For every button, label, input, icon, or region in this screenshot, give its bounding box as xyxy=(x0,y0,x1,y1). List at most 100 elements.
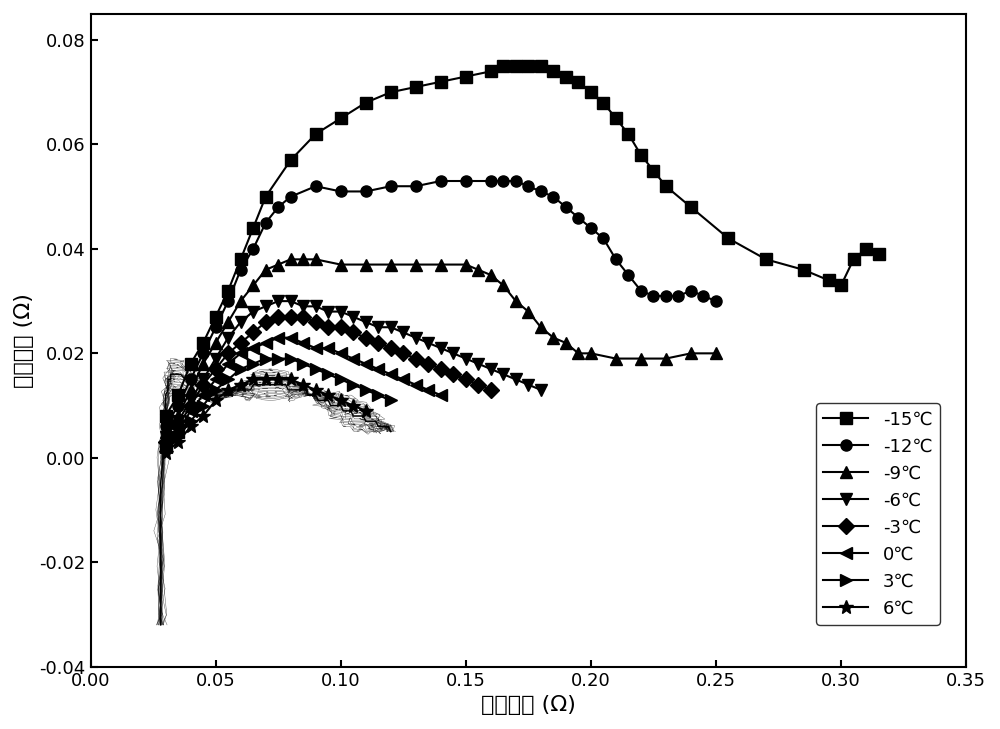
-12℃ xyxy=(335,187,347,196)
3℃ xyxy=(335,375,347,384)
-9℃ xyxy=(272,260,284,269)
-15℃ xyxy=(848,255,860,264)
-15℃ xyxy=(823,276,835,284)
-3℃ xyxy=(235,338,247,347)
-15℃ xyxy=(798,265,810,274)
0℃ xyxy=(172,427,184,436)
-6℃ xyxy=(410,333,422,342)
Line: -9℃: -9℃ xyxy=(160,254,722,437)
-9℃ xyxy=(197,359,209,368)
-9℃ xyxy=(610,354,622,363)
-15℃ xyxy=(160,412,172,421)
3℃ xyxy=(385,396,397,405)
-12℃ xyxy=(235,265,247,274)
-6℃ xyxy=(497,370,509,378)
0℃ xyxy=(410,381,422,389)
-15℃ xyxy=(647,166,659,175)
6℃ xyxy=(235,381,247,389)
-15℃ xyxy=(835,281,847,290)
-15℃ xyxy=(547,67,559,76)
-15℃ xyxy=(385,88,397,97)
-3℃ xyxy=(360,333,372,342)
-15℃ xyxy=(597,98,609,107)
-12℃ xyxy=(172,401,184,410)
3℃ xyxy=(372,391,384,399)
-6℃ xyxy=(235,318,247,327)
0℃ xyxy=(385,370,397,378)
-3℃ xyxy=(272,313,284,321)
-6℃ xyxy=(172,417,184,426)
-6℃ xyxy=(460,354,472,363)
-6℃ xyxy=(472,359,484,368)
3℃ xyxy=(172,432,184,441)
-9℃ xyxy=(385,260,397,269)
-6℃ xyxy=(335,307,347,316)
-9℃ xyxy=(485,270,497,279)
-12℃ xyxy=(610,255,622,264)
-9℃ xyxy=(535,323,547,332)
-15℃ xyxy=(285,156,297,165)
-12℃ xyxy=(597,234,609,243)
-6℃ xyxy=(297,302,309,311)
-6℃ xyxy=(485,364,497,373)
-3℃ xyxy=(347,328,359,337)
-9℃ xyxy=(360,260,372,269)
-9℃ xyxy=(560,338,572,347)
6℃ xyxy=(222,386,234,394)
-15℃ xyxy=(260,192,272,201)
-9℃ xyxy=(310,255,322,264)
-3℃ xyxy=(397,349,409,358)
-6℃ xyxy=(185,396,197,405)
-12℃ xyxy=(460,176,472,185)
-9℃ xyxy=(297,255,309,264)
-6℃ xyxy=(260,302,272,311)
-15℃ xyxy=(310,130,322,139)
-9℃ xyxy=(585,349,597,358)
6℃ xyxy=(310,386,322,394)
-12℃ xyxy=(360,187,372,196)
-12℃ xyxy=(310,182,322,190)
-9℃ xyxy=(247,281,259,290)
6℃ xyxy=(210,396,222,405)
0℃ xyxy=(322,344,334,353)
0℃ xyxy=(360,359,372,368)
-3℃ xyxy=(310,318,322,327)
-15℃ xyxy=(485,67,497,76)
-12℃ xyxy=(635,286,647,295)
Line: 6℃: 6℃ xyxy=(159,373,373,459)
-15℃ xyxy=(460,72,472,81)
-12℃ xyxy=(197,349,209,358)
-6℃ xyxy=(372,323,384,332)
-9℃ xyxy=(547,333,559,342)
-9℃ xyxy=(710,349,722,358)
-12℃ xyxy=(435,176,447,185)
-15℃ xyxy=(410,82,422,91)
-9℃ xyxy=(410,260,422,269)
-6℃ xyxy=(522,381,534,389)
-15℃ xyxy=(760,255,772,264)
-3℃ xyxy=(322,323,334,332)
-6℃ xyxy=(360,318,372,327)
-3℃ xyxy=(410,354,422,363)
-15℃ xyxy=(522,62,534,71)
0℃ xyxy=(272,333,284,342)
-12℃ xyxy=(160,422,172,431)
Line: 3℃: 3℃ xyxy=(160,353,396,453)
-15℃ xyxy=(572,77,584,86)
6℃ xyxy=(297,381,309,389)
-3℃ xyxy=(460,375,472,384)
Y-axis label: 阻抗虚部 (Ω): 阻抗虚部 (Ω) xyxy=(14,293,34,388)
-3℃ xyxy=(247,328,259,337)
0℃ xyxy=(247,344,259,353)
-15℃ xyxy=(497,62,509,71)
-9℃ xyxy=(210,338,222,347)
-3℃ xyxy=(172,422,184,431)
-3℃ xyxy=(485,386,497,394)
-6℃ xyxy=(347,313,359,321)
-3℃ xyxy=(385,344,397,353)
-12℃ xyxy=(710,297,722,305)
-3℃ xyxy=(472,381,484,389)
-9℃ xyxy=(572,349,584,358)
-12℃ xyxy=(385,182,397,190)
3℃ xyxy=(260,354,272,363)
